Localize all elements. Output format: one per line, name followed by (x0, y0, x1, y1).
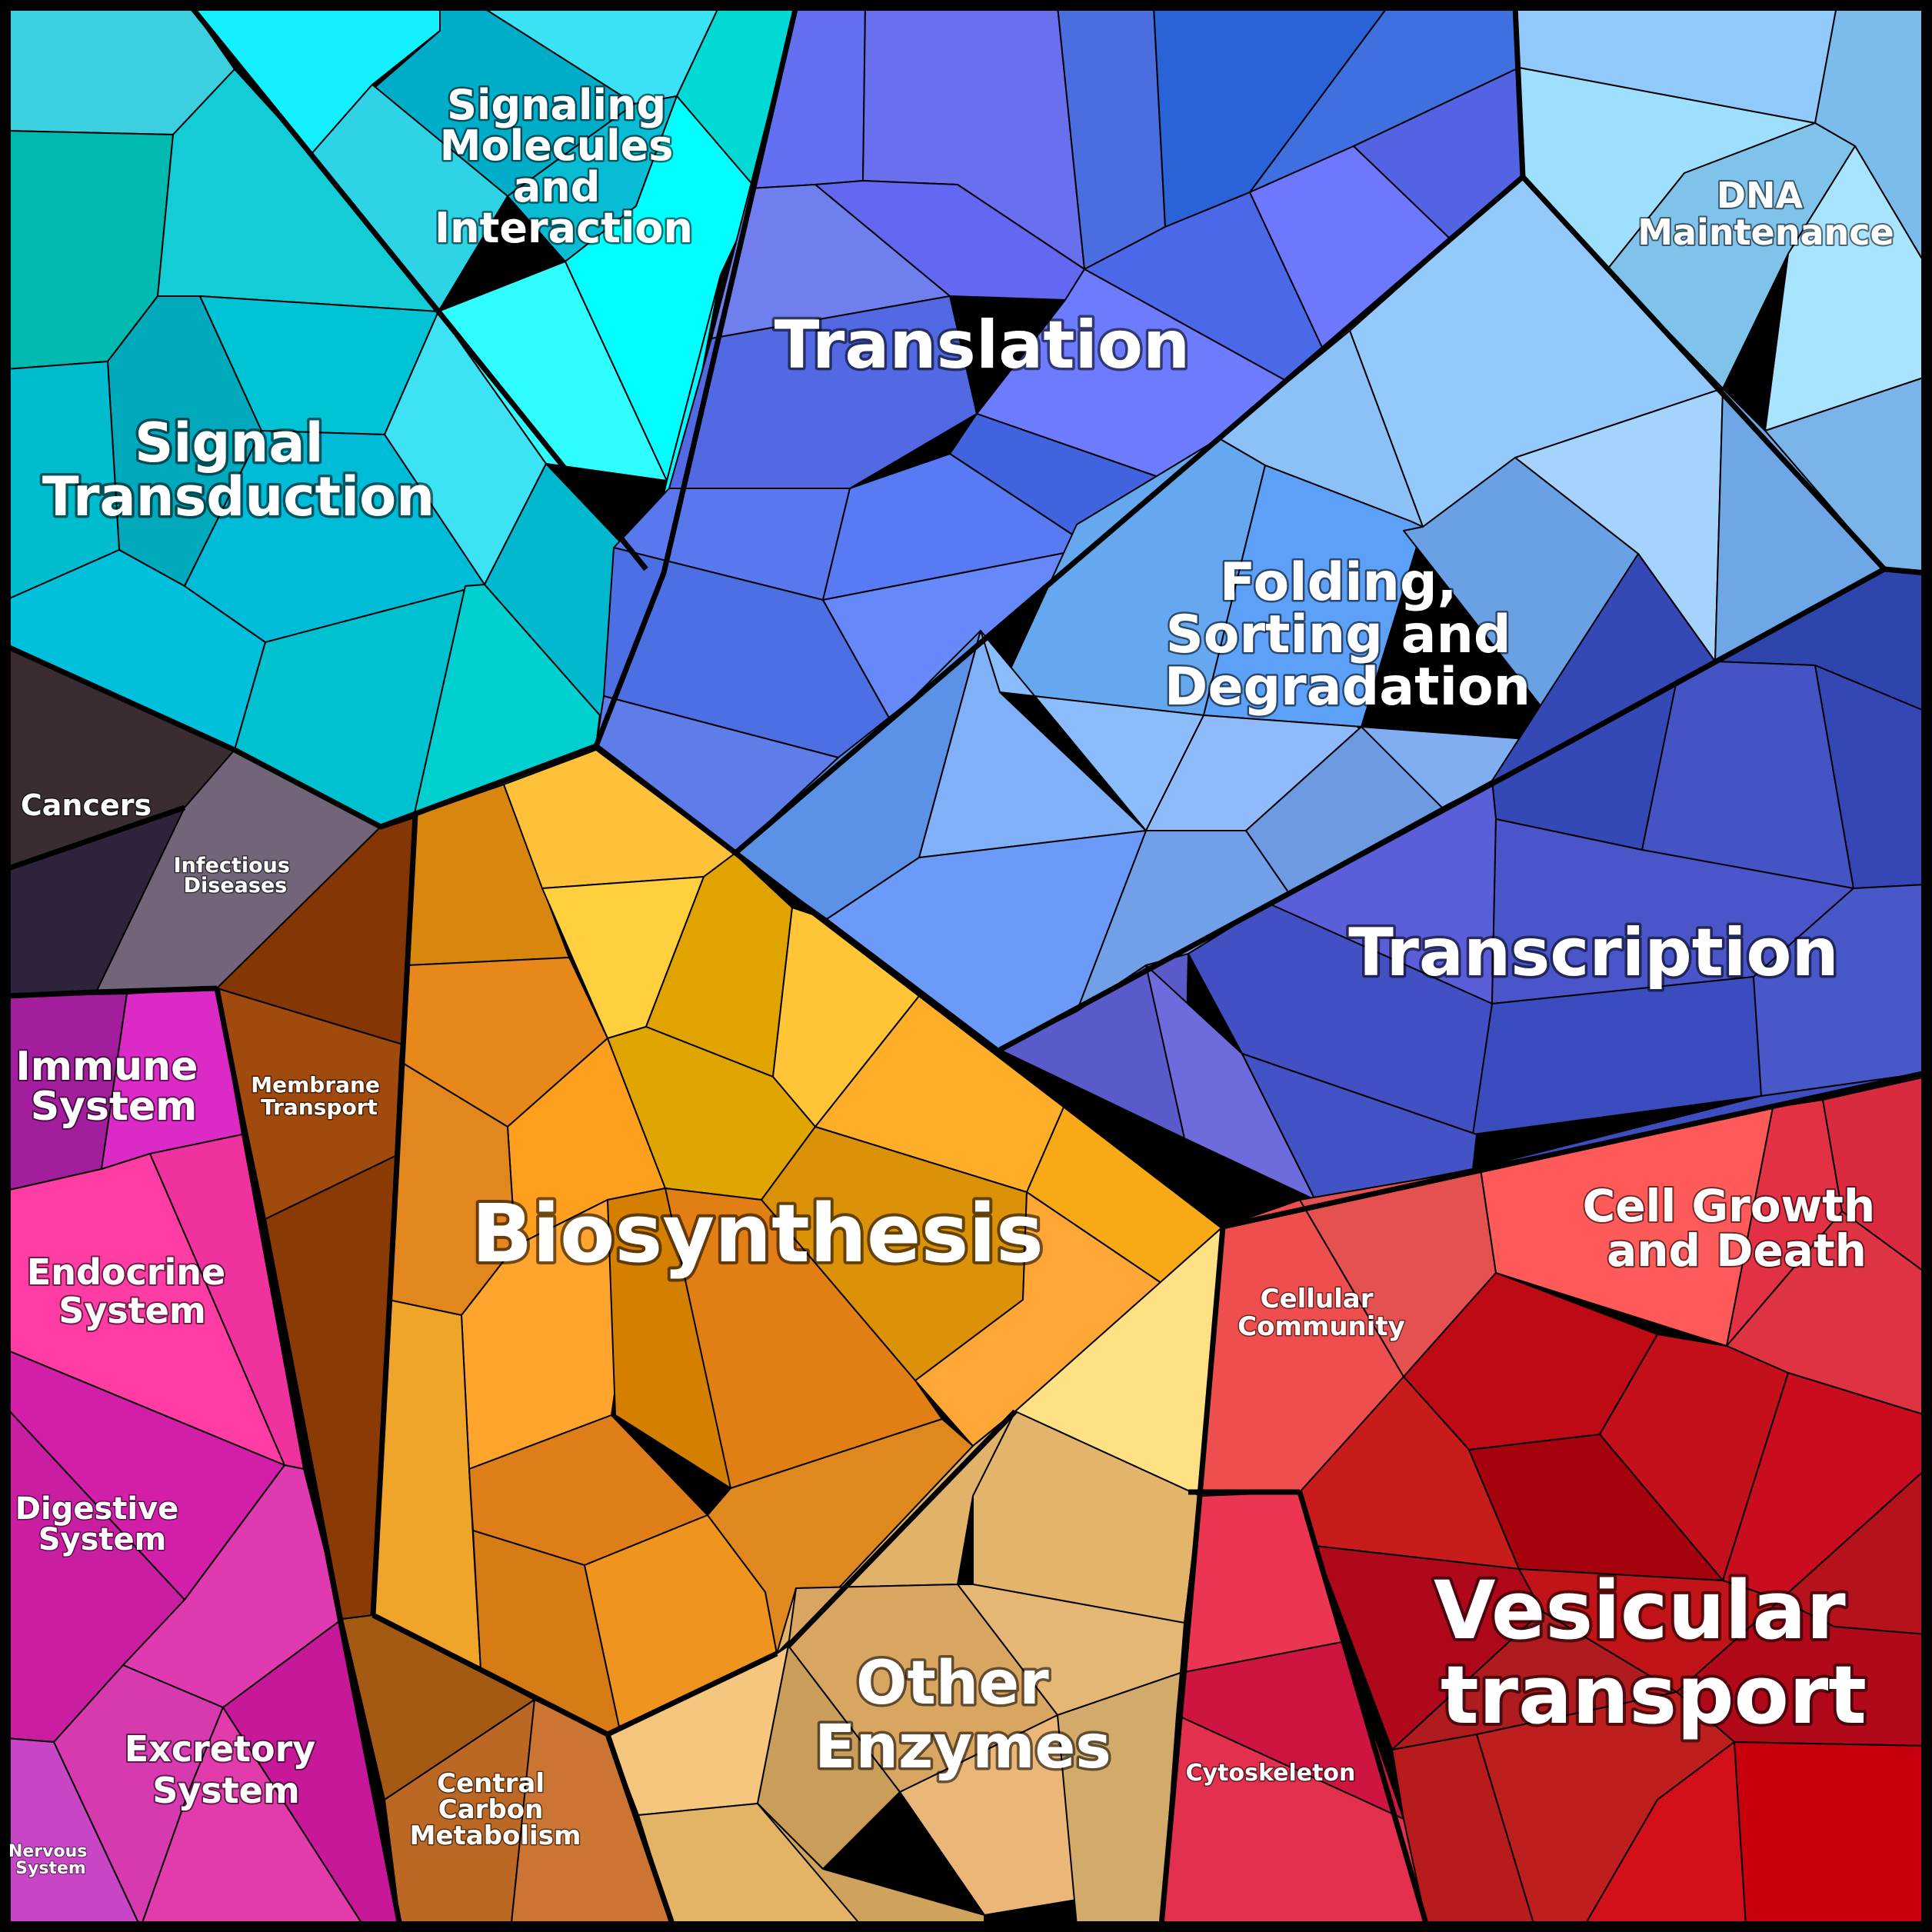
cells-biosynthesis (372, 749, 1224, 1735)
label-other-enzymes: Other Enzymes (814, 1649, 1111, 1782)
label-vesicular: Vesicular transport (1434, 1564, 1874, 1742)
label-membrane-transport: Membrane Transport (251, 1072, 387, 1120)
cells-signal-transduction (5, 5, 665, 828)
label-signaling-molecules: Signaling Molecules and Interaction (435, 81, 693, 252)
cells-vesicular (1299, 1272, 1927, 1927)
cells-central-carbon (341, 1614, 674, 1924)
cells-transcription (999, 553, 1927, 1201)
label-biosynthesis: Biosynthesis (471, 1187, 1044, 1281)
label-dna-maintenance: DNA Maintenance (1637, 175, 1894, 253)
cells-translation (595, 5, 1524, 854)
cells-cytoskeleton (1161, 1491, 1427, 1927)
label-excretory: Excretory System (125, 1728, 328, 1811)
label-signal-transduction: Signal Transduction (42, 411, 435, 528)
label-digestive: Digestive System (15, 1491, 189, 1557)
cells-folding (734, 176, 1885, 1051)
label-infectious: Infectious Diseases (174, 854, 298, 898)
label-nervous: Nervous System (8, 1842, 93, 1878)
cells-signaling-molecules (190, 5, 797, 574)
label-cancers: Cancers (21, 788, 152, 822)
cells-dna-maintenance (1514, 5, 1927, 574)
label-folding: Folding, Sorting and Degradation (1164, 552, 1531, 718)
label-cell-growth: Cell Growth and Death (1583, 1180, 1891, 1277)
label-cellular-community: Cellular Community (1237, 1284, 1405, 1342)
group-boundaries (5, 4, 1927, 1927)
label-cytoskeleton: Cytoskeleton (1186, 1760, 1356, 1787)
label-endocrine: Endocrine System (27, 1251, 238, 1331)
label-immune: Immune System (15, 1044, 212, 1130)
label-translation: Translation (774, 307, 1190, 384)
label-central-carbon: Central Carbon Metabolism (410, 1768, 581, 1851)
label-transcription: Transcription (1348, 914, 1838, 991)
cells-cell-growth (1480, 1076, 1927, 1416)
cells-membrane-transport (216, 814, 416, 1620)
